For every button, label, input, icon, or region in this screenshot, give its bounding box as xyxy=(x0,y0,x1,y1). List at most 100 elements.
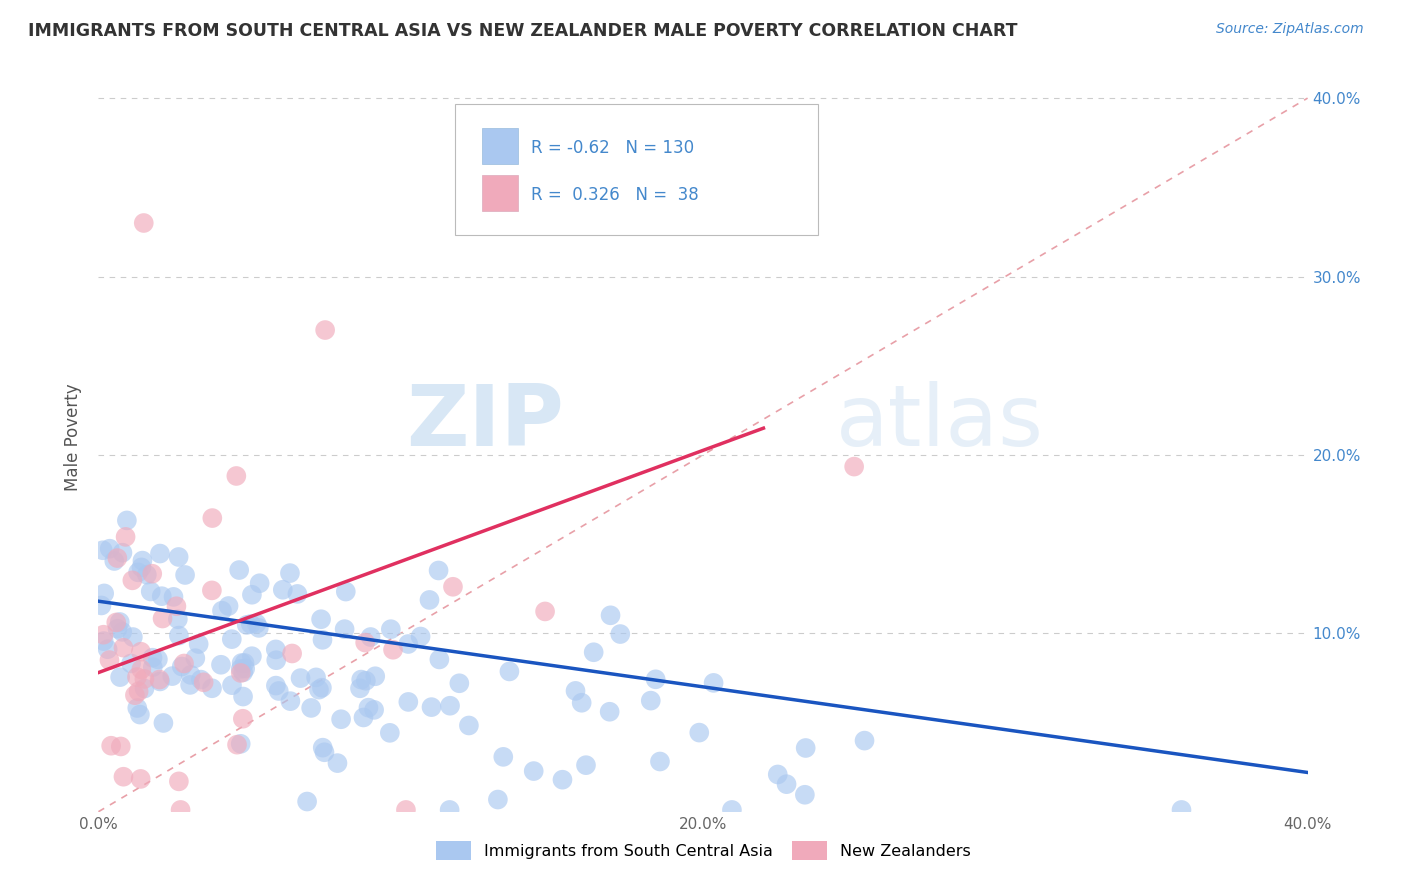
Point xyxy=(380,622,402,636)
Point xyxy=(232,712,254,726)
Point xyxy=(349,681,371,696)
Point xyxy=(311,681,333,695)
Legend: Immigrants from South Central Asia, New Zealanders: Immigrants from South Central Asia, New … xyxy=(436,841,970,860)
Point xyxy=(287,587,309,601)
Point xyxy=(308,682,330,697)
Point xyxy=(112,640,135,655)
Y-axis label: Male Poverty: Male Poverty xyxy=(65,384,83,491)
Point xyxy=(221,632,243,647)
Point xyxy=(360,630,382,644)
Point xyxy=(378,726,401,740)
Point xyxy=(571,696,593,710)
Point xyxy=(103,554,125,568)
Point xyxy=(93,586,115,600)
Point xyxy=(129,772,152,786)
Point xyxy=(128,684,150,698)
Point xyxy=(127,566,149,580)
Point xyxy=(280,694,302,708)
Point xyxy=(264,642,287,657)
Point xyxy=(225,469,247,483)
Point xyxy=(703,676,725,690)
Point xyxy=(793,788,815,802)
Point xyxy=(775,777,797,791)
Point xyxy=(363,703,385,717)
Point xyxy=(290,671,312,685)
Point xyxy=(193,675,215,690)
Point xyxy=(190,673,212,687)
Point xyxy=(167,549,190,564)
Point xyxy=(382,642,405,657)
Point xyxy=(120,657,142,671)
Point xyxy=(326,756,349,771)
Point xyxy=(111,546,134,560)
Point xyxy=(492,749,515,764)
FancyBboxPatch shape xyxy=(482,128,517,163)
Point xyxy=(441,580,464,594)
Text: ZIP: ZIP xyxy=(406,381,564,464)
Point xyxy=(146,652,169,666)
Point xyxy=(427,564,450,578)
FancyBboxPatch shape xyxy=(482,175,517,211)
Point xyxy=(170,659,193,673)
Point xyxy=(609,627,631,641)
Point xyxy=(249,576,271,591)
Text: Source: ZipAtlas.com: Source: ZipAtlas.com xyxy=(1216,22,1364,37)
Point xyxy=(312,740,335,755)
Point xyxy=(233,661,256,675)
Point xyxy=(523,764,546,778)
Point xyxy=(264,679,287,693)
Point xyxy=(131,560,153,574)
Text: R = -0.62   N = 130: R = -0.62 N = 130 xyxy=(531,139,695,157)
Point xyxy=(124,688,146,702)
Point xyxy=(149,547,172,561)
Point xyxy=(131,553,153,567)
Point xyxy=(418,593,440,607)
Point xyxy=(333,622,356,636)
Point xyxy=(98,653,121,667)
Point xyxy=(152,716,174,731)
Point xyxy=(247,621,270,635)
Point xyxy=(97,642,120,657)
Point xyxy=(135,567,157,582)
Point xyxy=(648,755,671,769)
Point xyxy=(141,566,163,581)
Point xyxy=(271,582,294,597)
Point xyxy=(129,662,152,676)
Point xyxy=(350,673,373,687)
Point xyxy=(142,660,165,674)
Point xyxy=(105,615,128,630)
Point xyxy=(245,616,267,631)
Point xyxy=(179,678,201,692)
Point xyxy=(640,693,662,707)
Point xyxy=(335,584,357,599)
Point xyxy=(794,741,817,756)
Point xyxy=(420,700,443,714)
Point xyxy=(599,705,621,719)
Point xyxy=(281,647,304,661)
Point xyxy=(1170,803,1192,817)
Point xyxy=(121,630,143,644)
Point xyxy=(201,681,224,696)
Point xyxy=(314,745,336,759)
Point xyxy=(458,718,481,732)
Point xyxy=(232,690,254,704)
Point xyxy=(165,599,187,614)
Point xyxy=(582,645,605,659)
Point xyxy=(330,712,353,726)
Point xyxy=(449,676,471,690)
Point xyxy=(187,637,209,651)
Text: atlas: atlas xyxy=(837,381,1045,464)
Point xyxy=(229,665,252,680)
FancyBboxPatch shape xyxy=(456,103,818,235)
Point xyxy=(129,707,152,722)
Point xyxy=(395,803,418,817)
Point xyxy=(112,770,135,784)
Point xyxy=(311,632,333,647)
Point xyxy=(134,681,156,696)
Point xyxy=(233,656,256,670)
Point xyxy=(486,792,509,806)
Point xyxy=(396,637,419,651)
Point xyxy=(167,629,190,643)
Point xyxy=(121,574,143,588)
Point xyxy=(232,665,254,680)
